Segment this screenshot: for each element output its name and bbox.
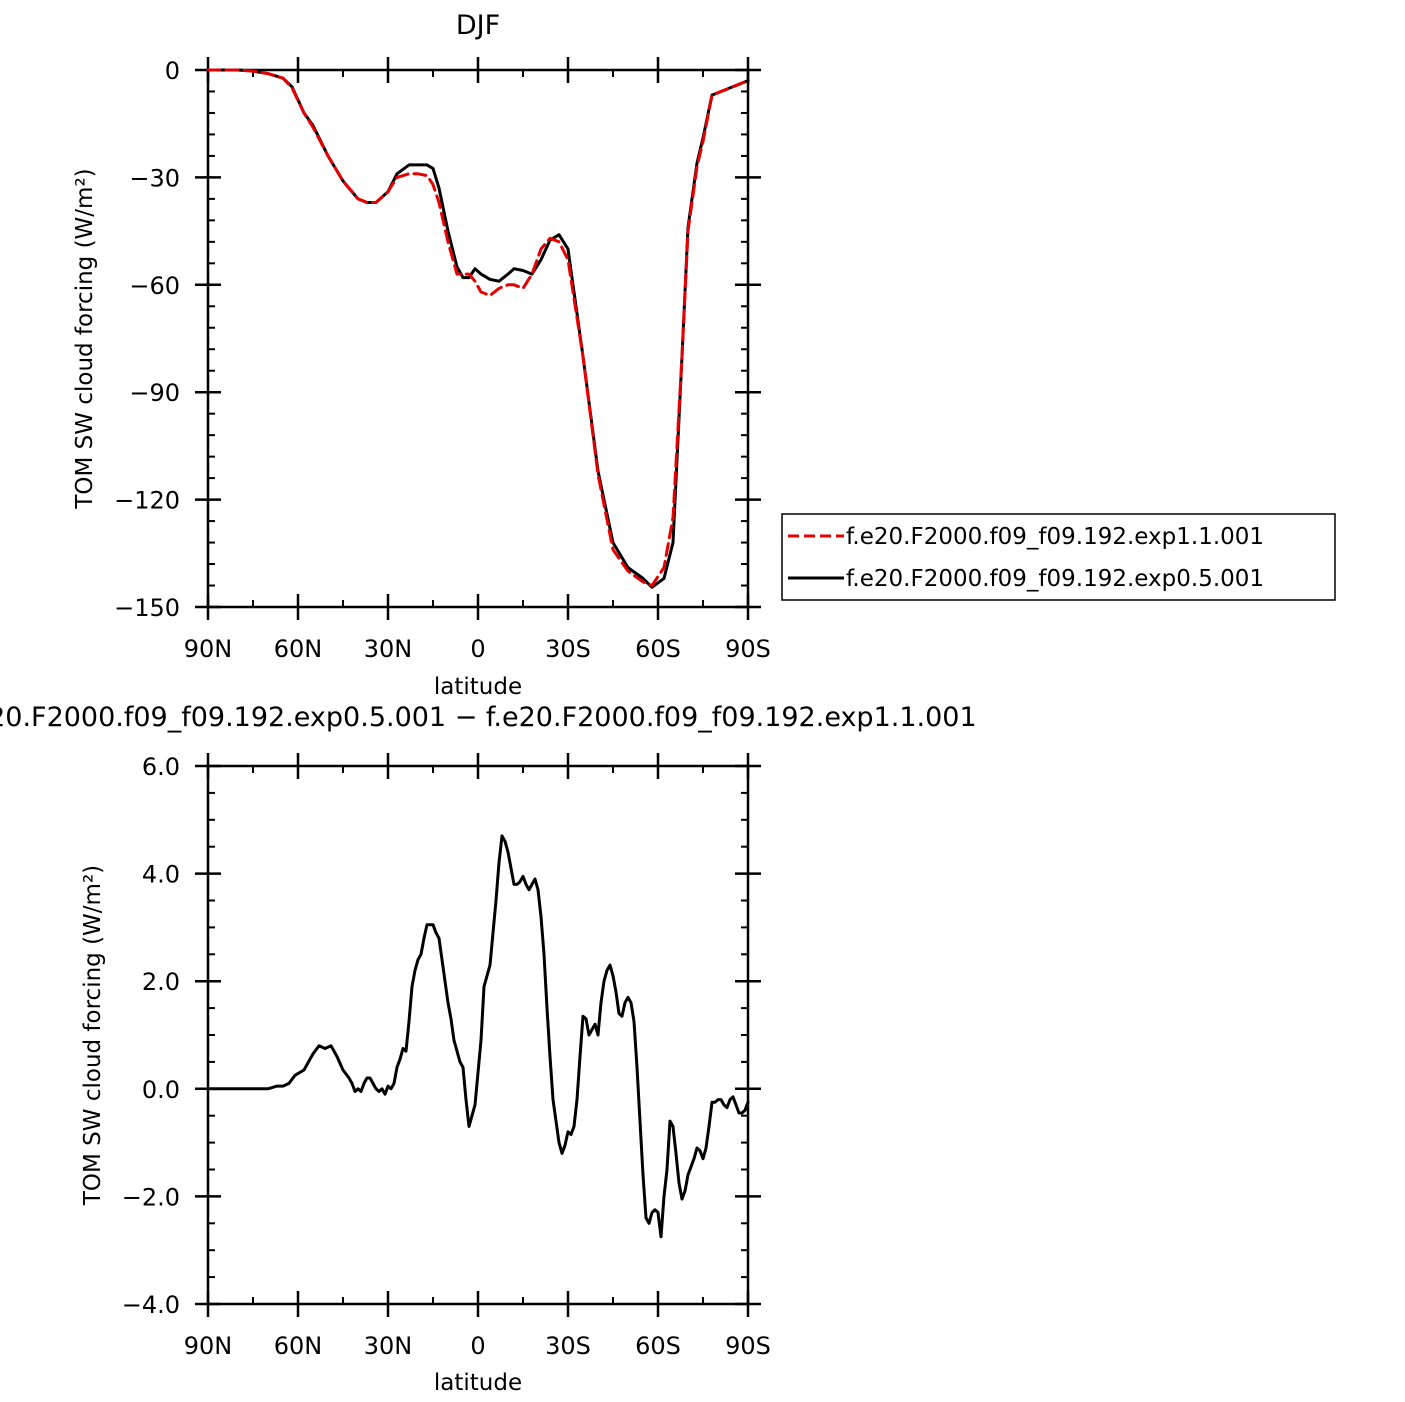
- x-tick-label: 30N: [364, 635, 413, 663]
- x-tick-label: 60N: [274, 1332, 323, 1360]
- series-line-0: [206, 68, 750, 587]
- legend-label-exp1: f.e20.F2000.f09_f09.192.exp1.1.001: [846, 524, 1264, 550]
- x-tick-label: 30S: [545, 635, 591, 663]
- y-tick-label: −4.0: [122, 1291, 180, 1319]
- top-x-axis-label: latitude: [434, 674, 522, 700]
- x-tick-label: 60S: [635, 635, 681, 663]
- bottom-plot-frame: [206, 764, 750, 1306]
- top-y-axis-label: TOM SW cloud forcing (W/m²): [72, 168, 98, 509]
- x-tick-label: 60S: [635, 1332, 681, 1360]
- x-tick-label: 30S: [545, 1332, 591, 1360]
- legend: f.e20.F2000.f09_f09.192.exp1.1.001 f.e20…: [781, 513, 1336, 601]
- bottom-panel: f.e20.F2000.f09_f09.192.exp0.5.001 − f.e…: [0, 702, 977, 1396]
- y-tick-label: 0.0: [142, 1076, 180, 1104]
- y-tick-label: −150: [114, 594, 180, 622]
- y-tick-label: −90: [129, 379, 180, 407]
- top-ticks: 90N 60N 30N 0 30S 60S 90S 0 −30 −60 −90 −120 −150: [114, 57, 771, 663]
- x-tick-label: 60N: [274, 635, 323, 663]
- y-tick-label: 0: [165, 57, 180, 85]
- y-tick-label: 2.0: [142, 968, 180, 996]
- top-plot-frame: [206, 68, 750, 609]
- top-panel: DJF 90N 60N 30N 0 30S 60S 90S 0 −30 −60 −90 −120 −15…: [72, 10, 1336, 700]
- y-tick-label: −60: [129, 272, 180, 300]
- legend-label-exp05: f.e20.F2000.f09_f09.192.exp0.5.001: [846, 566, 1264, 592]
- legend-box: [781, 513, 1336, 601]
- bottom-ticks: 90N 60N 30N 0 30S 60S 90S 6.0 4.0 2.0 0.0 −2.0 −4.0: [122, 753, 771, 1360]
- x-tick-label: 0: [470, 635, 485, 663]
- y-tick-label: −120: [114, 487, 180, 515]
- y-tick-label: 4.0: [142, 861, 180, 889]
- x-tick-label: 90N: [184, 635, 233, 663]
- x-tick-label: 0: [470, 1332, 485, 1360]
- y-tick-label: −2.0: [122, 1183, 180, 1211]
- x-tick-label: 90S: [725, 1332, 771, 1360]
- x-tick-label: 90S: [725, 635, 771, 663]
- bottom-x-axis-label: latitude: [434, 1370, 522, 1396]
- series-line-0: [206, 834, 750, 1239]
- y-tick-label: 6.0: [142, 753, 180, 781]
- x-tick-label: 30N: [364, 1332, 413, 1360]
- x-tick-label: 90N: [184, 1332, 233, 1360]
- top-series: [206, 68, 750, 589]
- bottom-chart-title: f.e20.F2000.f09_f09.192.exp0.5.001 − f.e…: [0, 702, 977, 733]
- bottom-series: [206, 834, 750, 1239]
- y-tick-label: −30: [129, 164, 180, 192]
- top-chart-title: DJF: [456, 10, 500, 41]
- bottom-y-axis-label: TOM SW cloud forcing (W/m²): [80, 865, 106, 1206]
- series-line-1: [206, 68, 750, 589]
